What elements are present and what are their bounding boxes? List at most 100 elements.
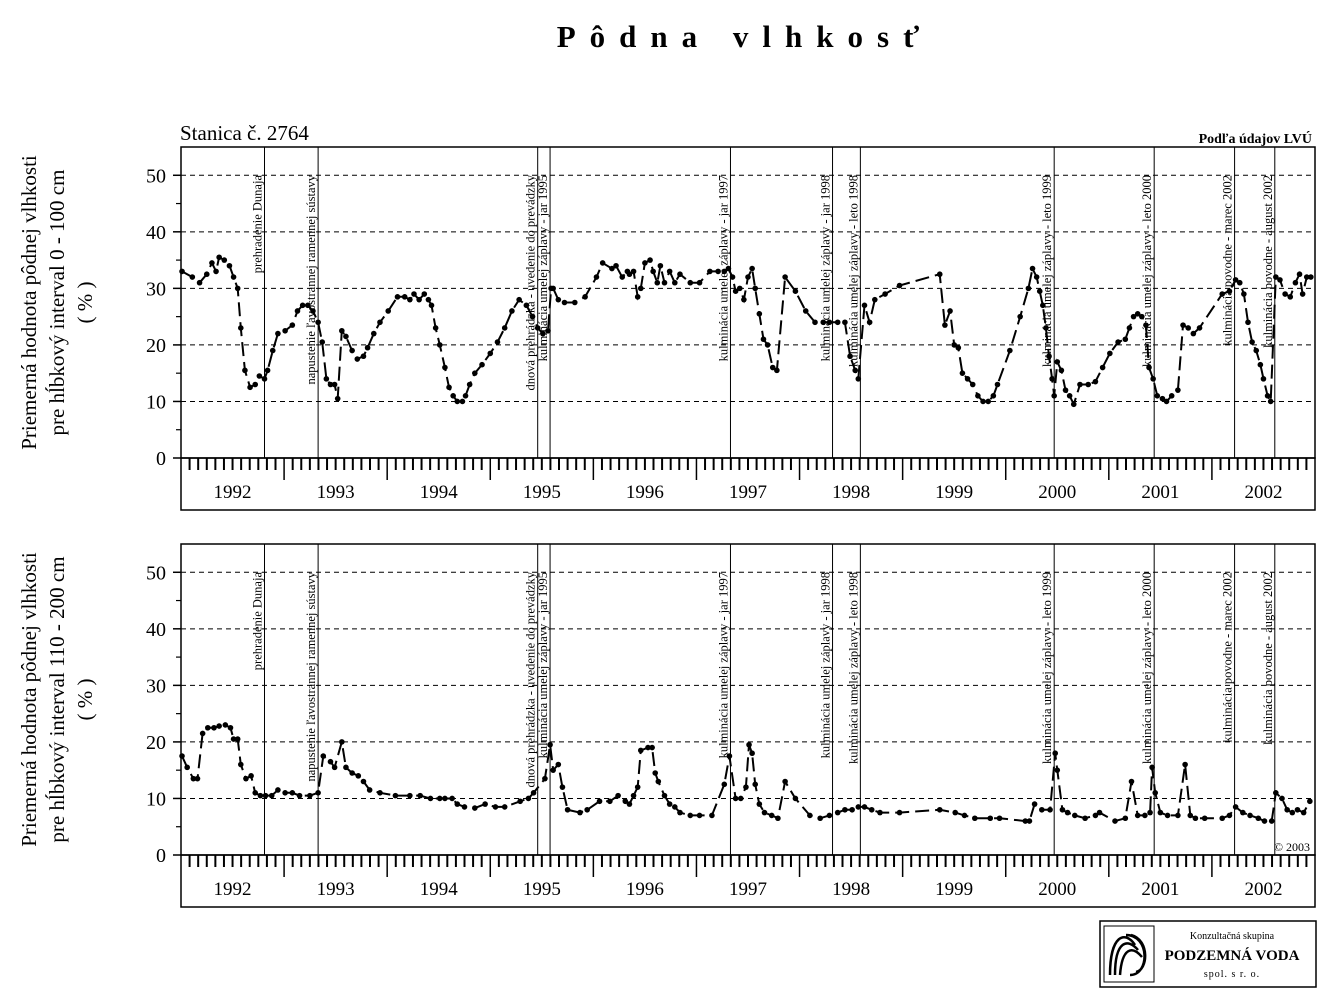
data-point [1190,330,1197,337]
data-point [619,274,626,280]
data-point [282,327,288,334]
data-point [487,350,494,357]
data-point [427,795,434,802]
data-point [525,795,532,802]
data-point [896,282,903,289]
data-point [275,787,281,793]
data-point [230,274,237,280]
data-point [550,285,556,292]
data-point [849,806,855,813]
data-point [261,376,268,382]
data-point [248,773,254,779]
data-point [1149,764,1155,771]
data-point [189,274,196,280]
x-tick-label: 1994 [420,879,459,900]
data-point [401,294,408,300]
data-point [743,784,749,790]
data-point [307,792,313,799]
data-point [1219,815,1226,822]
data-point [449,795,455,802]
data-point [1192,815,1199,822]
data-point [951,342,957,348]
data-point [1092,812,1099,819]
data-point [334,395,341,402]
x-tick-label: 1993 [317,482,355,503]
data-point [394,294,401,300]
data-point [1292,279,1299,286]
plot-frame [180,543,1316,856]
data-point [1255,815,1262,822]
data-point [264,367,271,374]
data-point [820,319,827,326]
data-point [1253,347,1260,354]
data-point [1036,288,1043,294]
data-point [1226,288,1233,294]
data-point [194,775,201,782]
data-point [377,790,383,796]
data-point [242,367,248,374]
data-point [647,257,653,263]
data-point [672,279,678,286]
x-tick-label: 1998 [832,482,870,503]
data-point [661,792,668,799]
data-point [1029,265,1036,272]
data-point [1043,325,1049,331]
data-point [370,330,377,337]
data-point [1240,809,1246,816]
data-point [746,741,752,748]
data-point [1277,277,1283,283]
data-point [1039,806,1045,813]
data-point [196,279,203,286]
data-point [782,778,788,785]
event-label: kulminácia umelej záplavy - jar 1997 [716,572,730,758]
data-point [654,279,661,286]
event-label: kulminácia povodne - august 2002 [1261,175,1275,348]
data-point [216,254,222,261]
data-point [987,815,994,822]
data-point [736,285,743,292]
data-point [310,308,316,314]
data-point [1308,274,1314,280]
data-point [442,364,448,371]
x-tick-label: 1996 [626,879,664,900]
y-tick-label: 0 [156,845,166,867]
data-point [622,798,629,805]
data-point [1232,804,1239,810]
data-point [385,308,392,314]
data-point [282,790,288,796]
data-point [1232,277,1239,283]
data-point [1175,812,1181,819]
data-point [596,798,603,805]
data-point [1168,393,1175,399]
data-point [1070,401,1077,408]
data-point [782,274,788,280]
data-point [1099,364,1106,371]
data-point [1236,279,1243,286]
data-point [299,302,306,309]
data-point [540,330,546,337]
data-point [896,809,903,816]
data-point [1130,313,1137,320]
data-point [450,393,456,399]
data-point [1031,801,1038,807]
data-point [721,268,728,275]
data-point [179,268,185,275]
data-point [652,770,659,776]
data-point [1066,393,1073,399]
y-tick-label: 40 [146,222,166,244]
data-point [561,299,568,306]
data-point [807,812,813,819]
logo-frame [1099,920,1317,988]
data-point [534,325,541,331]
data-point [1260,376,1267,382]
data-point [1257,361,1264,368]
data-point [339,327,345,334]
data-point [516,296,522,303]
data-point [364,344,371,351]
data-point [729,274,736,280]
y-tick-label: 10 [146,788,166,810]
data-point [952,809,959,816]
data-point [530,790,537,796]
data-point [626,271,633,278]
